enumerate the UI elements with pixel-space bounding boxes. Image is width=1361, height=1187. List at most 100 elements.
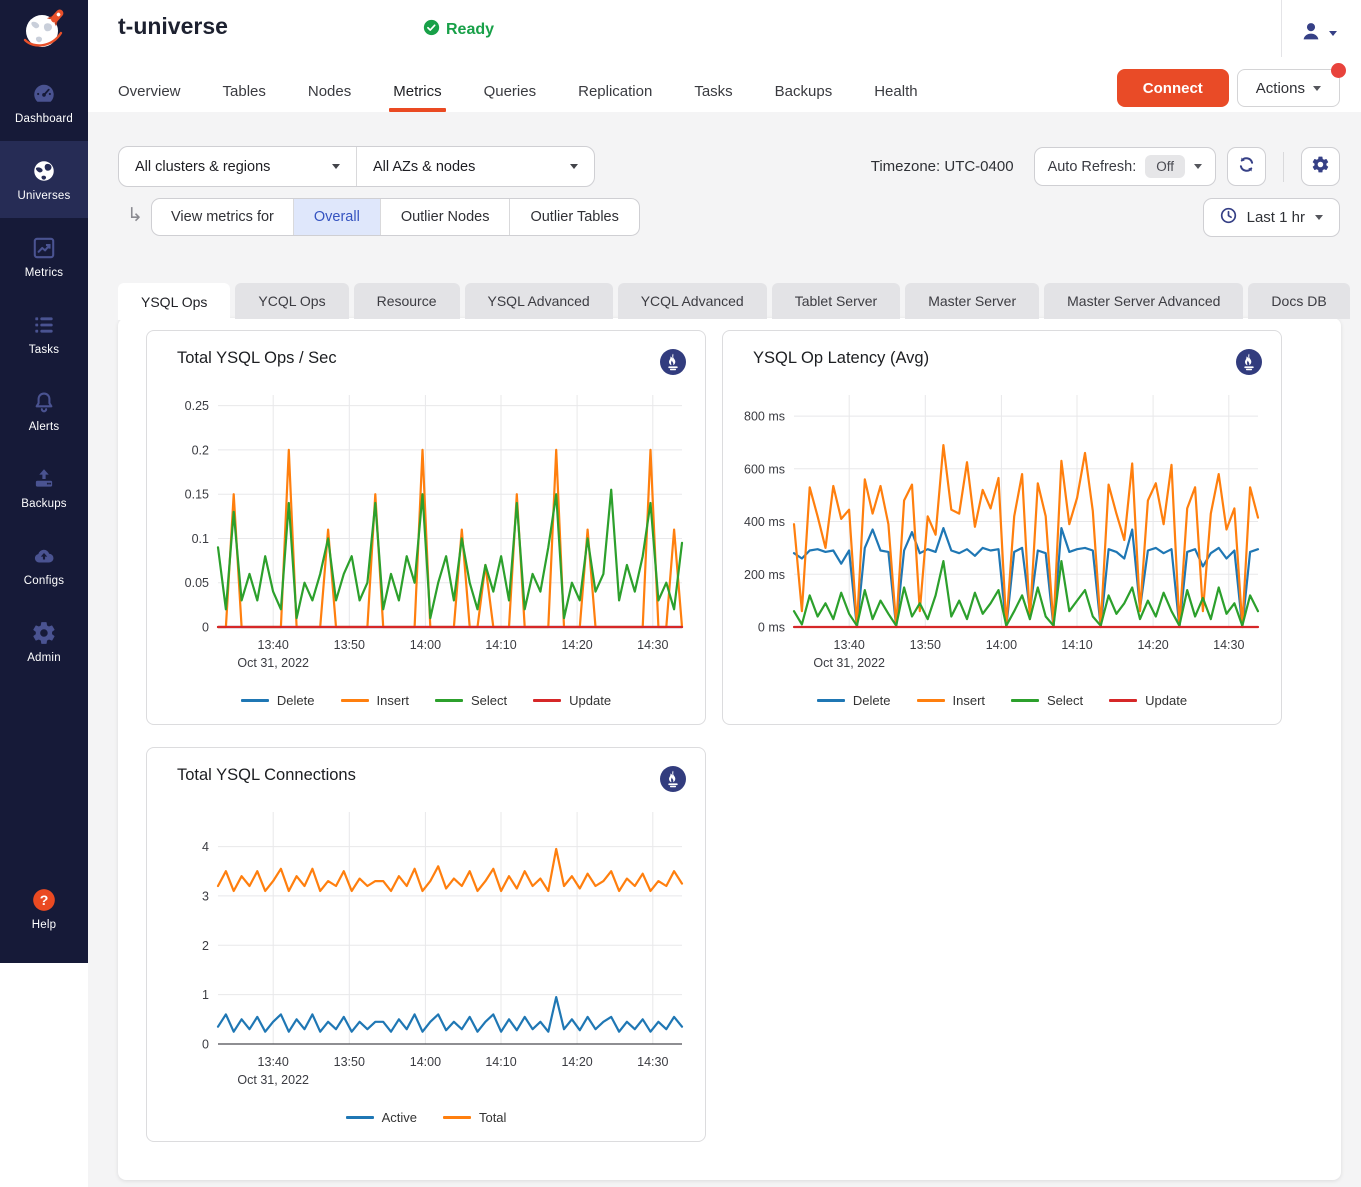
alerts-bell-icon <box>31 389 57 415</box>
metric-tab-ycql-ops[interactable]: YCQL Ops <box>235 283 348 319</box>
chart-legend: Delete Insert Select Update <box>738 693 1266 714</box>
actions-button[interactable]: Actions <box>1237 69 1340 107</box>
chevron-down-icon <box>1313 86 1321 91</box>
metric-tab-master-server-advanced[interactable]: Master Server Advanced <box>1044 283 1243 319</box>
legend-item-active[interactable]: Active <box>346 1110 417 1125</box>
tab-tasks[interactable]: Tasks <box>694 70 732 112</box>
legend-swatch <box>241 699 269 702</box>
refresh-button[interactable] <box>1227 147 1266 186</box>
prometheus-icon[interactable] <box>660 766 686 792</box>
sidebar-item-alerts[interactable]: Alerts <box>0 372 88 449</box>
metric-tab-tablet-server[interactable]: Tablet Server <box>772 283 900 319</box>
sidebar-item-help[interactable]: ? Help <box>0 870 88 947</box>
legend-item-insert[interactable]: Insert <box>917 693 986 708</box>
svg-text:0.15: 0.15 <box>185 488 209 502</box>
legend-swatch <box>917 699 945 702</box>
tab-nodes[interactable]: Nodes <box>308 70 351 112</box>
legend-label: Delete <box>853 693 891 708</box>
metric-tab-ycql-advanced[interactable]: YCQL Advanced <box>618 283 767 319</box>
sidebar-item-tasks[interactable]: Tasks <box>0 295 88 372</box>
cluster-filters: All clusters & regions All AZs & nodes <box>118 146 595 187</box>
legend-label: Total <box>479 1110 506 1125</box>
scope-overall[interactable]: Overall <box>293 199 380 235</box>
tab-metrics[interactable]: Metrics <box>393 70 441 112</box>
clock-icon <box>1220 207 1237 228</box>
universes-globe-icon <box>31 158 57 184</box>
tab-health[interactable]: Health <box>874 70 917 112</box>
legend-item-delete[interactable]: Delete <box>817 693 891 708</box>
tab-queries[interactable]: Queries <box>484 70 537 112</box>
svg-text:14:20: 14:20 <box>1137 638 1168 652</box>
status-badge: Ready <box>423 19 494 41</box>
svg-text:14:30: 14:30 <box>637 1055 668 1069</box>
metric-tab-resource[interactable]: Resource <box>354 283 460 319</box>
prometheus-icon[interactable] <box>1236 349 1262 375</box>
svg-text:14:30: 14:30 <box>637 638 668 652</box>
metric-tab-bar: YSQL Ops YCQL Ops Resource YSQL Advanced… <box>118 283 1350 320</box>
legend-swatch <box>346 1116 374 1119</box>
refresh-icon <box>1237 155 1256 179</box>
legend-item-select[interactable]: Select <box>1011 693 1083 708</box>
svg-text:Oct 31, 2022: Oct 31, 2022 <box>237 656 309 670</box>
metrics-chart-icon <box>31 235 57 261</box>
sidebar-item-backups[interactable]: Backups <box>0 449 88 526</box>
svg-text:0: 0 <box>202 1038 209 1052</box>
app-logo[interactable] <box>0 0 88 64</box>
tab-tables[interactable]: Tables <box>223 70 266 112</box>
tab-replication[interactable]: Replication <box>578 70 652 112</box>
sidebar-item-label: Admin <box>27 652 61 664</box>
legend-item-insert[interactable]: Insert <box>341 693 410 708</box>
azs-nodes-select[interactable]: All AZs & nodes <box>356 147 594 186</box>
line-chart: 0 ms200 ms400 ms600 ms800 ms13:40Oct 31,… <box>738 383 1266 681</box>
chart-title: YSQL Op Latency (Avg) <box>753 349 929 368</box>
filter-row: All clusters & regions All AZs & nodes T… <box>118 146 1340 187</box>
metric-tab-ysql-advanced[interactable]: YSQL Advanced <box>465 283 613 319</box>
clusters-regions-select[interactable]: All clusters & regions <box>119 147 356 186</box>
return-arrow-icon: ↳ <box>127 204 143 227</box>
chart-title: Total YSQL Ops / Sec <box>177 349 337 368</box>
scope-outlier-tables[interactable]: Outlier Tables <box>509 199 638 235</box>
svg-text:2: 2 <box>202 939 209 953</box>
sidebar-item-configs[interactable]: Configs <box>0 526 88 603</box>
metric-tab-master-server[interactable]: Master Server <box>905 283 1039 319</box>
svg-text:200 ms: 200 ms <box>744 568 785 582</box>
metric-tab-docs-db[interactable]: Docs DB <box>1248 283 1349 319</box>
sidebar-item-label: Dashboard <box>15 113 73 125</box>
settings-button[interactable] <box>1301 147 1340 186</box>
sidebar-item-label: Configs <box>24 575 64 587</box>
legend-label: Update <box>1145 693 1187 708</box>
legend-item-update[interactable]: Update <box>533 693 611 708</box>
svg-text:Oct 31, 2022: Oct 31, 2022 <box>813 656 885 670</box>
prometheus-icon[interactable] <box>660 349 686 375</box>
svg-text:400 ms: 400 ms <box>744 515 785 529</box>
legend-item-total[interactable]: Total <box>443 1110 506 1125</box>
connect-button[interactable]: Connect <box>1117 69 1229 107</box>
svg-text:Oct 31, 2022: Oct 31, 2022 <box>237 1073 309 1087</box>
help-question-icon: ? <box>31 887 57 913</box>
legend-item-select[interactable]: Select <box>435 693 507 708</box>
legend-item-delete[interactable]: Delete <box>241 693 315 708</box>
sidebar-item-dashboard[interactable]: Dashboard <box>0 64 88 141</box>
header: t-universe Ready Overview Tables Nodes M… <box>88 0 1361 112</box>
sidebar-item-universes[interactable]: Universes <box>0 141 88 218</box>
legend-swatch <box>1109 699 1137 702</box>
chevron-down-icon <box>1329 31 1337 36</box>
sidebar-item-admin[interactable]: Admin <box>0 603 88 680</box>
charts-grid: Total YSQL Ops / Sec 00.050.10.150.20.25… <box>146 330 1282 1142</box>
metric-tab-ysql-ops[interactable]: YSQL Ops <box>118 283 230 320</box>
legend-item-update[interactable]: Update <box>1109 693 1187 708</box>
tab-backups[interactable]: Backups <box>775 70 833 112</box>
sidebar-item-label: Help <box>32 919 56 931</box>
time-range-button[interactable]: Last 1 hr <box>1203 198 1340 237</box>
tab-overview[interactable]: Overview <box>118 70 181 112</box>
chevron-down-icon <box>570 164 578 169</box>
backups-upload-icon <box>31 466 57 492</box>
user-menu[interactable] <box>1300 20 1337 47</box>
configs-cloud-icon <box>31 543 57 569</box>
auto-refresh-dropdown[interactable]: Auto Refresh: Off <box>1034 147 1216 186</box>
view-metrics-label: View metrics for <box>152 199 293 235</box>
scope-outlier-nodes[interactable]: Outlier Nodes <box>380 199 510 235</box>
legend-label: Select <box>1047 693 1083 708</box>
auto-refresh-value: Off <box>1145 155 1185 178</box>
sidebar-item-metrics[interactable]: Metrics <box>0 218 88 295</box>
